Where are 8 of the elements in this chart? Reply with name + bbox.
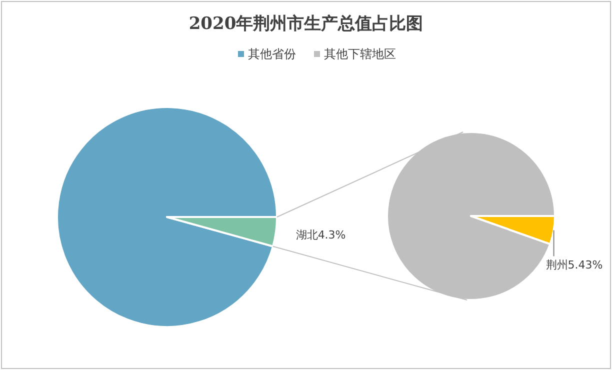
pie-slice (56, 106, 278, 328)
data-label: 5.43% (568, 258, 603, 272)
chart-title: 2020年荆州市生产总值占比图 (188, 14, 424, 34)
slice-label: 荆州 (546, 258, 568, 272)
slice-label: 湖北 (296, 228, 318, 242)
data-label: 4.3% (318, 228, 346, 242)
legend-label: 其他省份 (248, 47, 296, 61)
legend-label: 其他下辖地区 (324, 47, 396, 61)
